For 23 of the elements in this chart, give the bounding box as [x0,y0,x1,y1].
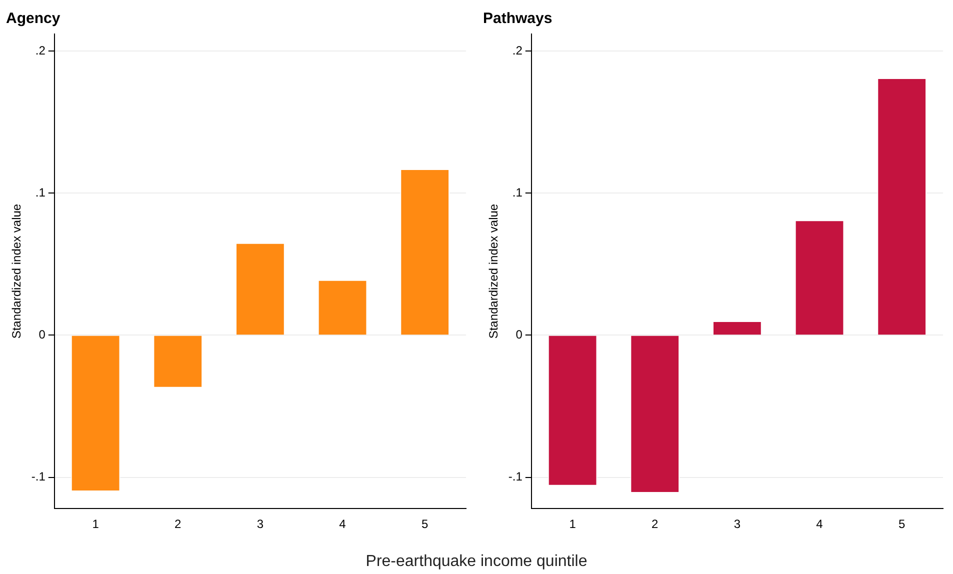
y-axis-title: Standardized index value [486,204,501,339]
x-tick-label: 3 [256,517,264,532]
chart-title: Pathways [483,10,552,28]
y-tick-label: -.1 [31,470,46,484]
y-tick-label: .2 [35,43,46,58]
y-tick-label: 0 [516,328,523,342]
x-tick-label: 4 [816,517,824,532]
x-tick-label: 5 [421,517,428,532]
x-tick-label: 4 [339,517,346,532]
y-axis-title: Standardized index value [10,204,24,339]
y-tick-label: 0 [38,328,46,342]
x-tick-label: 1 [92,517,100,532]
x-tick-label: 2 [652,517,659,532]
y-tick-label: .1 [35,185,46,200]
x-axis-title: Pre-earthquake income quintile [364,553,588,571]
y-tick-label: .2 [512,43,523,58]
x-tick-label: 3 [734,517,741,532]
x-tick-label: 2 [174,517,182,532]
y-tick-label: -.1 [508,470,523,484]
chart-title: Agency [6,10,61,28]
y-tick-label: .1 [512,185,523,200]
x-tick-label: 1 [569,517,576,532]
x-tick-label: 5 [898,517,906,532]
